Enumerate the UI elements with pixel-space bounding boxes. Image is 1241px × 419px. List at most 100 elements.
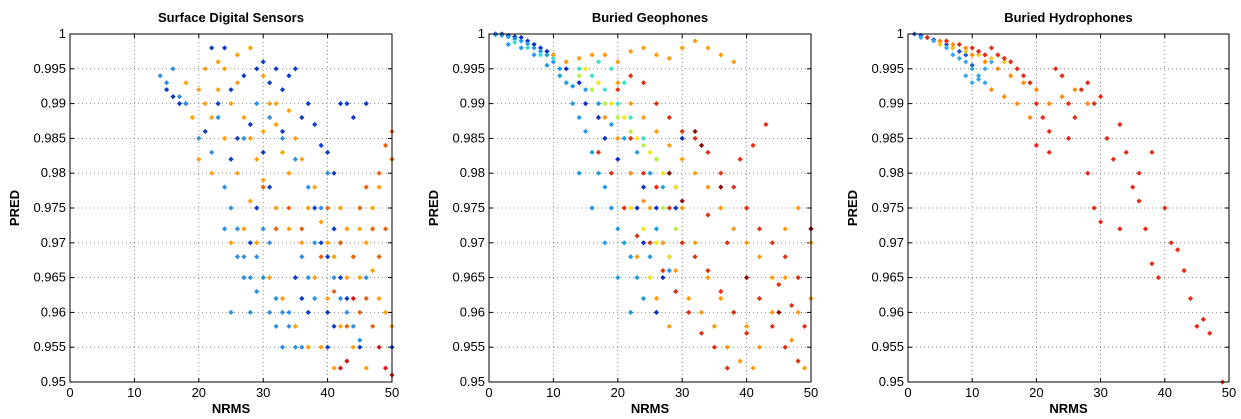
data-point — [202, 128, 208, 135]
y-tick-label: 0.985 — [33, 130, 66, 145]
data-point — [653, 52, 660, 58]
data-point — [660, 268, 666, 274]
data-point — [988, 45, 995, 51]
data-point — [653, 128, 660, 135]
data-point — [1033, 142, 1039, 148]
x-tick-label: 10 — [546, 385, 560, 400]
data-point — [963, 73, 969, 79]
data-point — [634, 233, 640, 239]
data-point — [247, 135, 253, 141]
data-point — [164, 80, 170, 86]
data-point — [744, 240, 750, 246]
data-point — [305, 184, 311, 190]
data-point — [705, 184, 711, 190]
y-tick-label: 0.97 — [41, 235, 66, 250]
x-tick-label: 40 — [320, 385, 334, 400]
series-4 — [260, 128, 395, 329]
data-point — [1194, 323, 1200, 329]
data-point — [583, 87, 589, 93]
data-point — [1001, 59, 1007, 65]
data-point — [318, 205, 324, 211]
data-point — [1136, 198, 1142, 204]
data-point — [653, 226, 660, 232]
data-point — [267, 309, 273, 315]
data-point — [376, 295, 382, 302]
data-point — [621, 114, 627, 121]
y-axis-label: PRED — [7, 190, 22, 226]
data-point — [692, 128, 698, 135]
data-point — [988, 87, 995, 93]
x-tick-label: 40 — [739, 385, 753, 400]
y-tick-label: 1 — [59, 26, 66, 41]
data-point — [950, 45, 956, 51]
data-point — [550, 59, 556, 65]
data-point — [615, 87, 621, 93]
data-point — [628, 205, 634, 211]
data-point — [228, 156, 234, 162]
data-point — [228, 240, 234, 246]
data-point — [537, 52, 544, 58]
data-point — [279, 87, 286, 93]
data-point — [234, 135, 241, 141]
data-point — [363, 101, 369, 107]
data-point — [370, 205, 376, 211]
data-point — [196, 156, 202, 162]
y-tick-label: 1 — [478, 26, 485, 41]
y-tick-label: 0.97 — [879, 235, 904, 250]
data-point — [595, 114, 602, 121]
data-point — [1046, 101, 1052, 107]
data-point — [260, 275, 266, 281]
data-point — [744, 275, 750, 281]
data-point — [221, 66, 228, 72]
data-point — [292, 344, 298, 350]
data-point — [279, 295, 286, 302]
data-point — [202, 101, 208, 107]
data-point — [640, 295, 647, 302]
data-point — [376, 254, 382, 260]
data-point — [679, 205, 685, 211]
data-point — [640, 198, 647, 204]
data-point — [801, 323, 808, 329]
data-point — [209, 149, 215, 155]
data-point — [647, 149, 653, 155]
data-point — [666, 268, 672, 274]
data-point — [653, 184, 660, 190]
data-point — [176, 94, 183, 100]
data-point — [286, 73, 292, 79]
data-point — [679, 198, 685, 204]
data-point — [724, 240, 730, 246]
data-point — [795, 309, 801, 315]
data-point — [247, 45, 253, 51]
data-point — [202, 66, 208, 72]
series-3 — [512, 39, 672, 176]
data-point — [1059, 94, 1065, 100]
data-point — [337, 365, 344, 371]
data-point — [1085, 80, 1091, 86]
data-point — [273, 121, 279, 128]
data-point — [357, 344, 363, 350]
data-point — [589, 73, 595, 79]
series-5 — [337, 295, 395, 378]
data-point — [756, 295, 763, 302]
y-axis-label: PRED — [426, 190, 441, 226]
data-point — [312, 240, 318, 246]
y-tick-label: 0.98 — [41, 165, 66, 180]
data-point — [260, 184, 266, 190]
data-point — [254, 240, 260, 246]
data-point — [718, 52, 724, 58]
data-point — [312, 184, 318, 190]
data-point — [1149, 261, 1155, 267]
data-point — [1207, 330, 1213, 336]
data-point — [1065, 101, 1072, 107]
data-point — [943, 41, 950, 48]
data-point — [698, 309, 705, 315]
data-point — [750, 142, 756, 148]
data-point — [318, 240, 324, 246]
data-point — [995, 66, 1001, 72]
data-point — [576, 73, 582, 79]
data-point — [744, 323, 750, 329]
x-axis-label: NRMS — [631, 401, 670, 416]
data-point — [363, 275, 369, 281]
data-point — [260, 149, 266, 155]
data-point — [1072, 114, 1078, 121]
